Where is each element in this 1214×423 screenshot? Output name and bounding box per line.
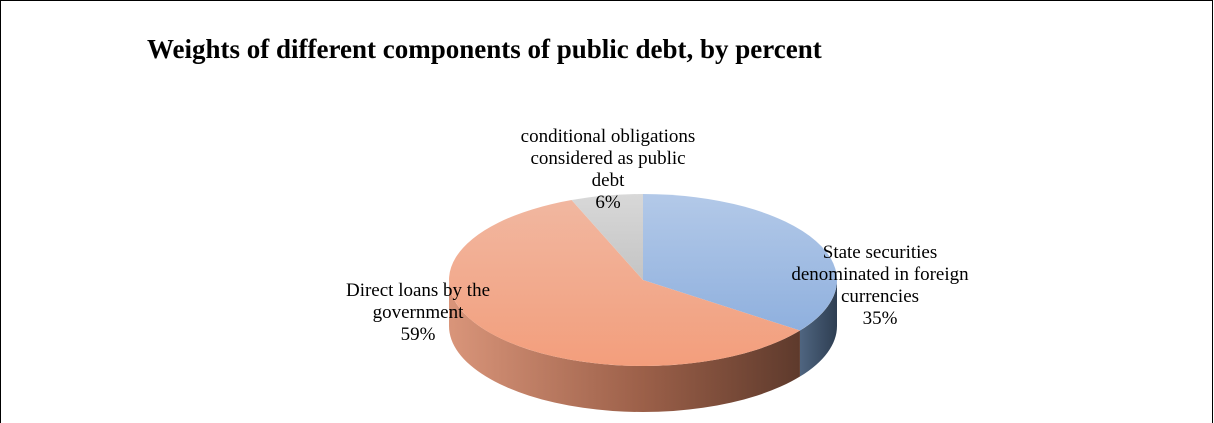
slice-state-securities-side <box>799 280 837 377</box>
slice-state-securities <box>643 194 838 331</box>
slice-conditional-obligations <box>571 194 643 280</box>
slice-conditional-obligations-label: conditional obligations considered as pub… <box>521 126 696 213</box>
slice-conditional-obligations-label-line: considered as public <box>530 148 685 169</box>
slice-direct-loans-label-line: Direct loans by the <box>346 280 490 301</box>
slice-direct-loans-label: Direct loans by the government 59% <box>346 280 490 345</box>
slice-conditional-obligations-value: 6% <box>595 192 621 213</box>
chart-title: Weights of different components of publi… <box>147 34 822 64</box>
slice-state-securities-value: 35% <box>863 308 898 329</box>
slice-direct-loans-value: 59% <box>401 324 436 345</box>
slice-direct-loans <box>449 200 800 366</box>
slice-state-securities-label-line: State securities <box>823 242 938 263</box>
slice-state-securities-label: State securities denominated in foreign cu… <box>791 242 969 329</box>
slice-direct-loans-label-line: government <box>373 302 464 323</box>
slice-conditional-obligations-label-line: conditional obligations <box>521 126 696 147</box>
slice-state-securities-label-line: denominated in foreign <box>791 264 969 285</box>
slice-conditional-obligations-label-line: debt <box>592 170 625 191</box>
slice-direct-loans-side <box>449 280 800 413</box>
slice-state-securities-label-line: currencies <box>841 286 919 307</box>
